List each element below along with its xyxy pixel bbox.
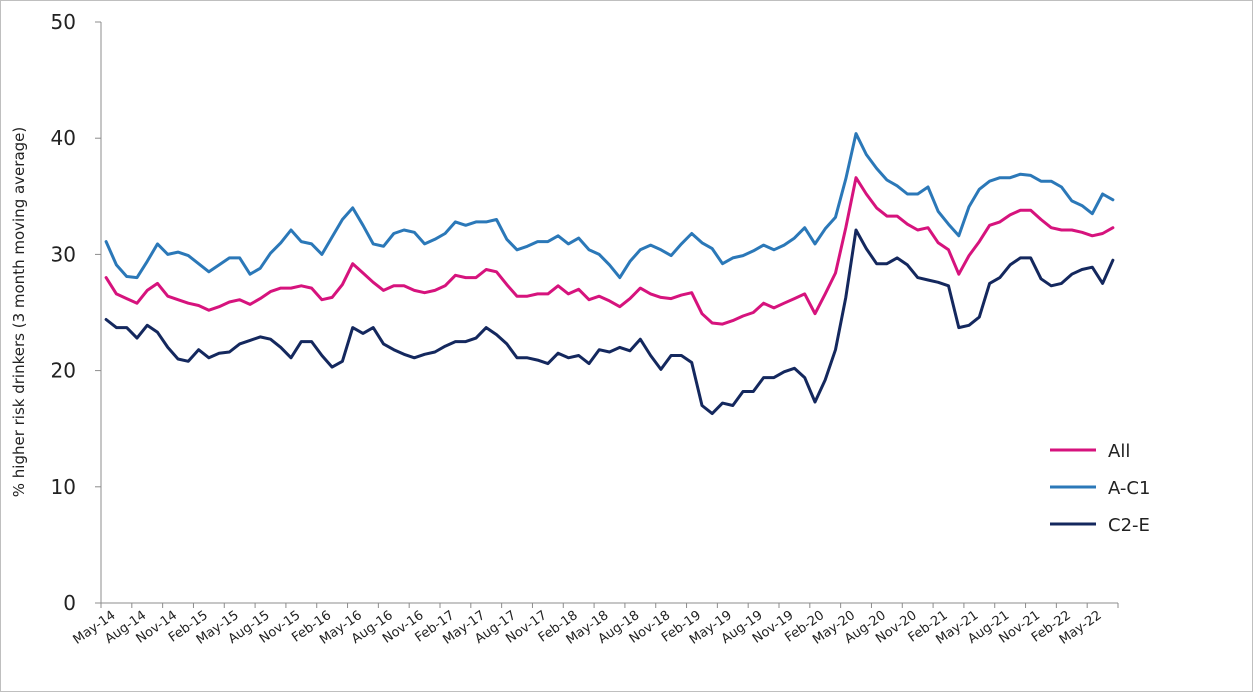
- y-axis-label: % higher risk drinkers (3 month moving a…: [10, 127, 28, 498]
- legend-label-all: All: [1108, 441, 1130, 462]
- y-tick-label: 40: [51, 126, 76, 150]
- legend-label-c2-e: C2-E: [1108, 515, 1150, 536]
- plot-area: 01020304050May-14Aug-14Nov-14Feb-15May-1…: [51, 10, 1151, 648]
- y-tick-label: 20: [51, 359, 76, 383]
- y-tick-label: 0: [63, 591, 76, 615]
- series-line-a-c1: [104, 132, 1115, 280]
- y-tick-label: 10: [51, 475, 76, 499]
- y-tick-label: 50: [51, 10, 76, 34]
- y-tick-label: 30: [51, 242, 76, 266]
- series-line-c2-e: [104, 228, 1115, 416]
- series-line-all: [104, 176, 1115, 326]
- legend-label-a-c1: A-C1: [1108, 478, 1150, 499]
